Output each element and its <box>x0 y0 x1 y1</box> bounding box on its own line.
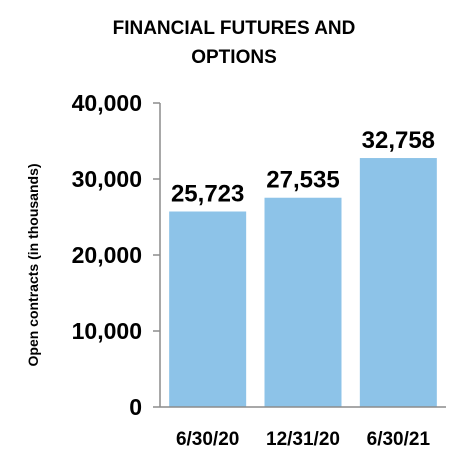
x-tick-label: 12/31/20 <box>266 429 340 450</box>
bar <box>359 158 437 407</box>
bar <box>264 197 342 407</box>
chart-title-line-2: OPTIONS <box>191 47 277 68</box>
bars <box>169 158 437 407</box>
y-tick-label: 0 <box>129 394 142 420</box>
y-tick-label: 10,000 <box>72 318 142 344</box>
chart-title: FINANCIAL FUTURES AND OPTIONS <box>113 18 356 68</box>
chart-title-line-1: FINANCIAL FUTURES AND <box>113 18 356 39</box>
y-axis-label: Open contracts (in thousands) <box>25 163 41 366</box>
y-tick-label: 40,000 <box>72 90 142 116</box>
x-tick-label: 6/30/21 <box>367 429 431 450</box>
y-tick-label: 30,000 <box>72 166 142 192</box>
bar <box>169 211 247 407</box>
bar-value-label: 25,723 <box>171 181 244 208</box>
y-axis-ticks: 0 10,000 20,000 30,000 40,000 <box>72 90 160 420</box>
data-labels: 25,723 27,535 32,758 <box>171 127 435 207</box>
bar-value-label: 32,758 <box>362 127 435 154</box>
x-tick-label: 6/30/20 <box>176 429 239 450</box>
bar-value-label: 27,535 <box>266 167 339 194</box>
x-axis-ticks: 6/30/20 12/31/20 6/30/21 <box>176 429 430 450</box>
y-tick-label: 20,000 <box>72 242 142 268</box>
